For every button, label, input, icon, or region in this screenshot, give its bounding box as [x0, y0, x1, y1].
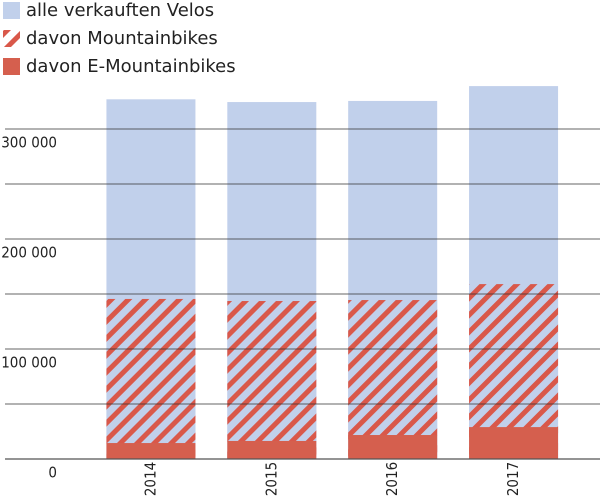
- bar: [348, 435, 438, 459]
- bar: [106, 298, 196, 459]
- legend-label: davon E-Mountainbikes: [26, 56, 236, 77]
- bar: [348, 300, 438, 459]
- x-tick-label: 2016: [383, 462, 401, 496]
- bar: [106, 443, 196, 459]
- legend-swatch: [3, 30, 20, 47]
- bar: [227, 440, 317, 459]
- y-tick-label: 100 000: [1, 354, 57, 372]
- legend-swatch: [3, 58, 20, 75]
- bar: [469, 427, 559, 459]
- x-tick-label: 2017: [504, 462, 522, 496]
- y-tick-label: 200 000: [1, 244, 57, 262]
- legend-label: alle verkauften Velos: [26, 0, 214, 21]
- y-tick-label: 300 000: [1, 134, 57, 152]
- x-tick-label: 2015: [262, 462, 280, 496]
- legend-label: davon Mountainbikes: [26, 28, 218, 49]
- legend-swatch: [3, 2, 20, 19]
- x-tick-label: 2014: [141, 462, 159, 496]
- y-tick-label: 0: [48, 464, 57, 482]
- bar: [227, 301, 317, 459]
